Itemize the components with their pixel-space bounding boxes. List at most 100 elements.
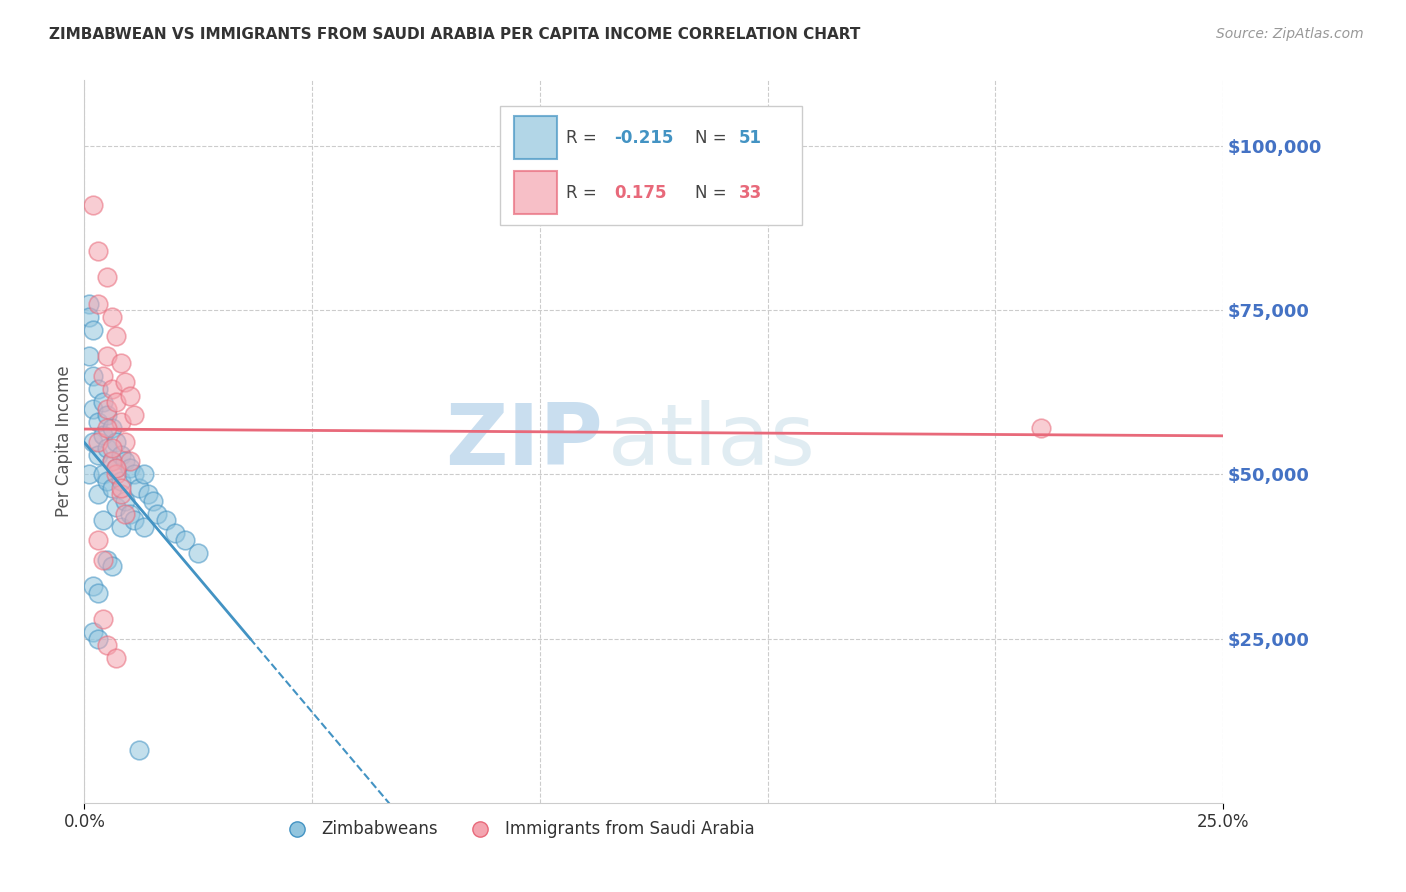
Text: R =: R = xyxy=(567,184,602,202)
Point xyxy=(100,382,122,396)
Point xyxy=(146,507,169,521)
Point xyxy=(87,415,110,429)
Point xyxy=(100,421,122,435)
Point xyxy=(132,520,155,534)
Point xyxy=(100,454,122,468)
Point xyxy=(96,474,118,488)
Text: N =: N = xyxy=(695,184,731,202)
Point xyxy=(132,467,155,482)
Point xyxy=(87,632,110,646)
Point xyxy=(96,553,118,567)
Point xyxy=(105,329,128,343)
Point xyxy=(82,401,104,416)
Point xyxy=(87,533,110,547)
Point xyxy=(96,638,118,652)
Point xyxy=(91,368,114,383)
Point xyxy=(87,382,110,396)
Point xyxy=(114,454,136,468)
Point xyxy=(105,500,128,515)
Point xyxy=(110,448,132,462)
Point xyxy=(173,533,195,547)
Point xyxy=(136,487,159,501)
Point xyxy=(77,349,100,363)
Point xyxy=(110,487,132,501)
Point xyxy=(87,296,110,310)
Point xyxy=(100,559,122,574)
Point xyxy=(91,467,114,482)
Text: ZIMBABWEAN VS IMMIGRANTS FROM SAUDI ARABIA PER CAPITA INCOME CORRELATION CHART: ZIMBABWEAN VS IMMIGRANTS FROM SAUDI ARAB… xyxy=(49,27,860,42)
Point xyxy=(77,296,100,310)
Point xyxy=(124,467,146,482)
Point xyxy=(87,434,110,449)
Point xyxy=(82,434,104,449)
Point xyxy=(187,546,209,560)
Point xyxy=(91,553,114,567)
Point xyxy=(96,401,118,416)
Point xyxy=(105,434,128,449)
Point xyxy=(96,349,118,363)
Point xyxy=(110,415,132,429)
Point xyxy=(87,585,110,599)
Point xyxy=(100,310,122,324)
Point xyxy=(128,481,150,495)
Point xyxy=(100,441,122,455)
Point xyxy=(82,579,104,593)
Point xyxy=(91,612,114,626)
Point xyxy=(114,434,136,449)
Point xyxy=(96,270,118,285)
Point xyxy=(142,493,165,508)
Point xyxy=(82,323,104,337)
Text: R =: R = xyxy=(567,128,602,147)
Point xyxy=(114,376,136,390)
FancyBboxPatch shape xyxy=(501,105,801,225)
Point xyxy=(105,395,128,409)
Text: ZIP: ZIP xyxy=(444,400,603,483)
Y-axis label: Per Capita Income: Per Capita Income xyxy=(55,366,73,517)
Point xyxy=(118,454,141,468)
Text: -0.215: -0.215 xyxy=(614,128,673,147)
Point xyxy=(82,368,104,383)
Point xyxy=(82,198,104,212)
Point xyxy=(87,448,110,462)
Point xyxy=(96,409,118,423)
Point xyxy=(110,474,132,488)
Text: Source: ZipAtlas.com: Source: ZipAtlas.com xyxy=(1216,27,1364,41)
Text: atlas: atlas xyxy=(609,400,817,483)
Point xyxy=(96,421,118,435)
Point xyxy=(100,454,122,468)
Point xyxy=(124,409,146,423)
Text: 51: 51 xyxy=(740,128,762,147)
Point xyxy=(1029,421,1052,435)
Point xyxy=(77,467,100,482)
Point xyxy=(87,487,110,501)
Point xyxy=(124,513,146,527)
Text: 0.175: 0.175 xyxy=(614,184,666,202)
Text: 33: 33 xyxy=(740,184,762,202)
Point xyxy=(128,743,150,757)
Point xyxy=(105,460,128,475)
Bar xyxy=(513,171,557,214)
Point xyxy=(165,526,187,541)
Point xyxy=(114,507,136,521)
Point xyxy=(100,481,122,495)
Point xyxy=(118,460,141,475)
Point xyxy=(77,310,100,324)
Bar xyxy=(513,116,557,160)
Point xyxy=(91,395,114,409)
Point xyxy=(118,388,141,402)
Point xyxy=(110,481,132,495)
Point xyxy=(91,513,114,527)
Legend: Zimbabweans, Immigrants from Saudi Arabia: Zimbabweans, Immigrants from Saudi Arabi… xyxy=(273,814,761,845)
Point xyxy=(110,520,132,534)
Text: N =: N = xyxy=(695,128,731,147)
Point xyxy=(105,467,128,482)
Point xyxy=(82,625,104,640)
Point xyxy=(110,356,132,370)
Point xyxy=(87,244,110,258)
Point xyxy=(105,651,128,665)
Point xyxy=(114,493,136,508)
Point xyxy=(155,513,177,527)
Point xyxy=(118,507,141,521)
Point xyxy=(91,428,114,442)
Point xyxy=(96,441,118,455)
